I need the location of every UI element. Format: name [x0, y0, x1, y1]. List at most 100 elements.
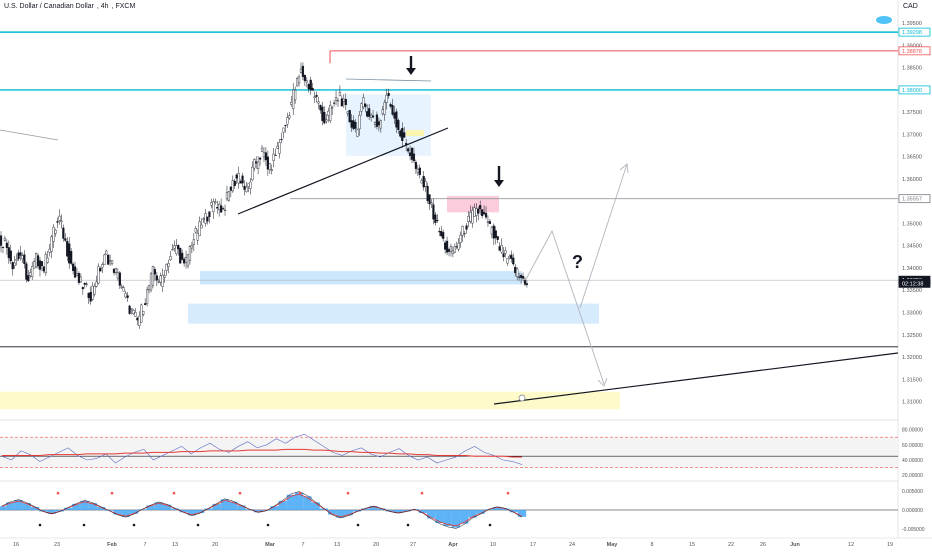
macd-histogram-bar: [204, 508, 213, 510]
price-tick-label: 1.31500: [902, 377, 922, 383]
candle: [492, 225, 495, 239]
candle: [451, 250, 455, 254]
macd-sell-dot: [420, 492, 424, 495]
candle: [27, 275, 30, 282]
candle: [323, 112, 326, 124]
candle: [112, 268, 116, 273]
candle: [461, 226, 464, 236]
price-axis: [898, 0, 932, 550]
candle: [416, 168, 419, 173]
candle: [17, 252, 20, 259]
candle: [292, 89, 295, 109]
candle: [342, 98, 345, 102]
candle: [190, 245, 194, 249]
candle: [430, 202, 433, 205]
candle: [294, 89, 297, 101]
candle: [375, 114, 379, 127]
candle: [315, 95, 318, 97]
candle: [52, 226, 55, 242]
time-tick-label: Jun: [790, 542, 800, 548]
macd-histogram-bar: [47, 510, 56, 514]
currency-label: CAD: [903, 3, 918, 10]
time-tick-label: 15: [689, 542, 695, 548]
candle: [173, 245, 176, 249]
candle: [48, 248, 51, 253]
candle: [60, 220, 63, 223]
macd-histogram-bar: [394, 510, 403, 514]
macd-histogram-bar: [6, 502, 15, 510]
candle: [467, 216, 470, 223]
candle: [99, 268, 102, 272]
candle: [414, 161, 417, 169]
candle: [502, 253, 505, 258]
candle: [114, 268, 118, 273]
price-tick-label: 1.33500: [902, 288, 922, 294]
macd-histogram-bar: [121, 510, 130, 517]
candle: [346, 111, 349, 114]
macd-histogram-bar: [187, 510, 196, 516]
candle: [481, 209, 484, 217]
time-tick-label: 13: [172, 542, 178, 548]
candle: [253, 159, 256, 169]
candle: [151, 266, 155, 286]
projection-up: [579, 163, 628, 309]
candle: [258, 157, 262, 160]
time-tick-label: 20: [212, 542, 218, 548]
macd-histogram-bar: [418, 510, 428, 514]
candle: [192, 239, 195, 245]
candle: [445, 240, 449, 253]
candle: [434, 214, 437, 223]
macd-line: [1, 491, 523, 529]
candle: [239, 180, 242, 184]
candle: [177, 245, 180, 250]
rsi-ma-line: [2, 448, 522, 458]
candle: [29, 272, 32, 276]
candle: [25, 263, 28, 280]
support-zone-yellow: [0, 391, 620, 410]
candle: [81, 287, 84, 290]
price-tick-label: 1.32500: [902, 333, 922, 339]
candle: [165, 264, 168, 271]
time-tick-label: 8: [650, 542, 653, 548]
macd-histogram-bar: [212, 503, 221, 510]
candle: [371, 115, 375, 118]
time-tick-label: 23: [54, 542, 60, 548]
candle: [329, 104, 332, 121]
candle: [120, 286, 123, 288]
candle: [272, 153, 275, 162]
candle: [397, 120, 400, 130]
candle: [338, 92, 342, 97]
macd-histogram-bar: [113, 510, 122, 515]
time-tick-label: 10: [490, 542, 496, 548]
candle: [118, 272, 121, 286]
rsi-tick-label: 40.00000: [902, 458, 923, 464]
candle: [91, 285, 94, 300]
macd-histogram-bar: [72, 503, 81, 510]
candle: [5, 242, 8, 248]
candle: [370, 114, 373, 118]
candle: [518, 276, 521, 278]
candle: [278, 142, 281, 154]
candle: [473, 207, 476, 217]
candle: [109, 260, 112, 262]
candle: [89, 292, 92, 302]
candle: [212, 201, 215, 212]
candle: [389, 104, 392, 107]
candle: [449, 246, 453, 252]
candle: [442, 232, 445, 239]
candle: [237, 173, 240, 184]
candle: [87, 292, 90, 298]
candle: [155, 275, 158, 281]
rsi-line: [1, 433, 523, 465]
candle: [124, 293, 127, 298]
candle: [311, 87, 314, 91]
candle: [175, 245, 178, 255]
candle: [58, 215, 61, 221]
macd-sell-dot: [346, 492, 350, 495]
candle: [465, 225, 468, 230]
candle: [38, 260, 42, 270]
candle: [19, 252, 22, 256]
range-top-line: [345, 78, 432, 82]
